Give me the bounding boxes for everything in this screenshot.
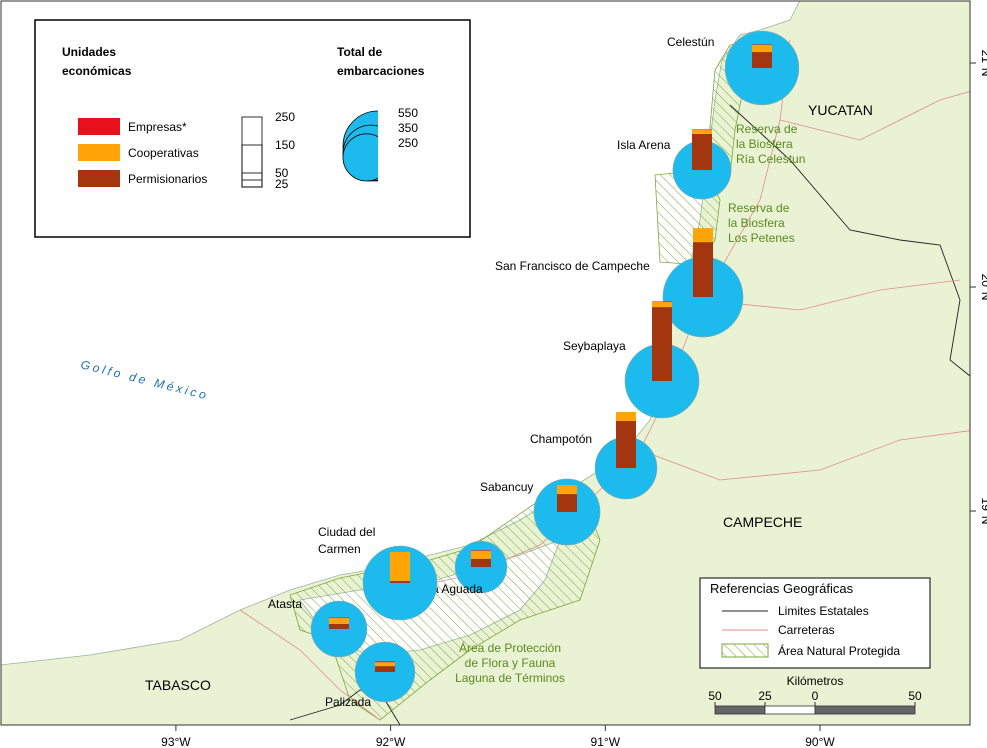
road [239,609,381,721]
unit-bar [375,662,395,667]
state-boundary [289,689,401,725]
geo-legend-title: Referencias Geográficas [710,581,854,596]
scale-title: Kilómetros [787,674,844,688]
geo-legend-swatch [721,643,769,658]
geo-legend-item: Carreteras [778,623,835,637]
legend-item: Cooperativas [128,146,199,160]
bubble-scale-mark [342,133,378,182]
bar-scale-label: 50 [275,166,289,180]
unit-bar [692,129,712,130]
bubble-scale [342,110,378,182]
unit-bar [652,302,672,308]
bubble-scale-label: 250 [398,136,418,150]
unit-bar [329,617,349,619]
protected-area-label: la Biosfera [728,216,785,230]
unit-bar [557,485,577,495]
lon-label: 93°W [161,735,191,748]
unit-bar [692,133,712,170]
geo-legend-item: Área Natural Protegida [778,643,900,658]
scale-segment [714,705,766,715]
place-label: Seybaplaya [563,339,626,353]
unit-bar [471,558,491,567]
bubble-scale-label: 550 [398,106,418,120]
unit-bar [652,301,672,303]
region-label: CAMPECHE [723,514,802,530]
unit-bar [329,618,349,624]
protected-area-label: la Biosfera [736,137,793,151]
scale-label: 25 [758,689,772,703]
lat-label: 20°N [979,274,987,301]
lat-label: 21°N [979,50,987,77]
unit-bar [616,412,636,421]
unit-bar [693,228,713,243]
place-label: Celestún [667,35,714,49]
unit-bar [471,550,491,559]
unit-bar [375,666,395,672]
region-label: YUCATAN [808,102,873,118]
geo-legend-item: Limites Estatales [778,604,869,618]
place-label: Ciudad del [318,525,375,539]
protected-area-label: Reserva de [728,201,790,215]
unit-bar [652,307,672,381]
legend-title: Total de [337,45,382,59]
legend-title: Unidades [62,45,116,59]
place-label: Champotón [530,432,592,446]
scale-segment [764,705,816,715]
unit-bar [752,45,772,53]
protected-area-label: Área de Protección [459,640,561,655]
scale-label: 50 [708,689,722,703]
legend-swatch [78,170,120,187]
state-boundary [729,104,970,377]
legend-title: económicas [62,64,132,78]
legend-swatch [78,118,120,135]
place-label: Palizada [325,695,371,709]
scale-label: 0 [812,689,819,703]
bar-scale-label: 250 [275,110,295,124]
lon-label: 91°W [591,735,621,748]
protected-area-label: Ría Celestun [736,152,805,166]
lat-label: 19°N [979,498,987,525]
legend-item: Permisionarios [128,172,207,186]
map-frame [0,0,971,726]
scale-segment [814,705,916,715]
road [779,91,970,141]
bar-scale-mark [241,179,263,188]
unit-bar [557,494,577,512]
unit-bar [375,661,395,663]
legend-swatch [78,144,120,161]
unit-bar [752,52,772,68]
lon-label: 92°W [376,735,406,748]
place-label: Isla Arena [617,138,671,152]
protected-area-label: de Flora y Fauna [465,656,556,670]
unit-bar [693,242,713,297]
unit-bar [692,129,712,134]
legend-item: Empresas* [128,120,187,134]
bar-scale-label: 150 [275,138,295,152]
scale-label: 50 [908,689,922,703]
protected-area-label: Reserva de [736,122,798,136]
unit-bar [390,581,410,583]
place-label: Sabancuy [480,480,533,494]
lon-label: 90°W [805,735,835,748]
unit-bar [390,551,410,582]
legend-title: embarcaciones [337,64,425,78]
unit-bar [616,420,636,468]
bubble-scale-label: 350 [398,121,418,135]
place-label: Atasta [268,597,302,611]
place-label: San Francisco de Campeche [495,259,650,273]
bar-scale-label: 25 [275,177,289,191]
region-label: TABASCO [145,677,211,693]
road [699,279,961,311]
unit-bar [752,44,772,46]
unit-bar [329,623,349,629]
place-label: Carmen [318,542,361,556]
road [639,430,970,481]
protected-area-label: Laguna de Términos [455,671,565,685]
unit-bar [471,550,491,551]
protected-area-label: Los Petenes [728,231,795,245]
